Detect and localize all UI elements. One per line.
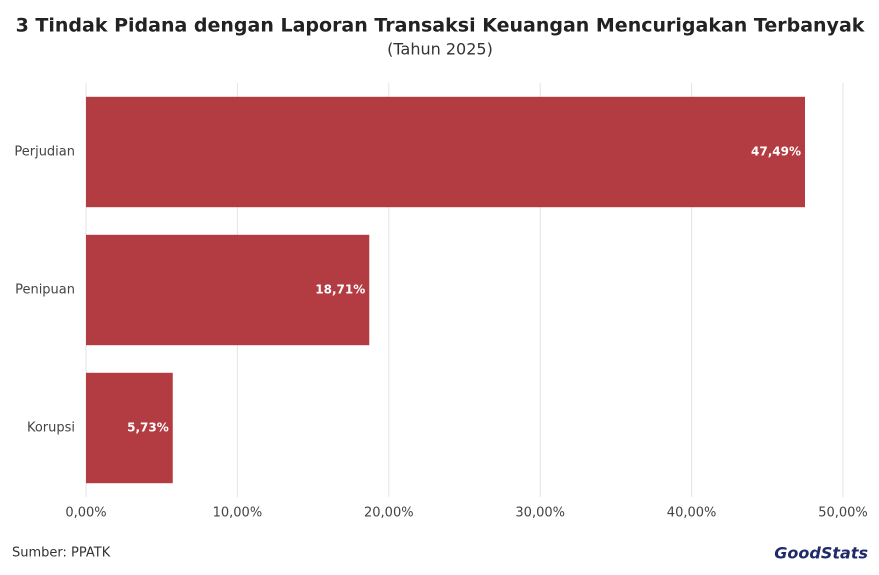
chart-subtitle: (Tahun 2025) xyxy=(387,40,493,59)
y-tick-label: Korupsi xyxy=(27,421,75,436)
x-tick-label: 20,00% xyxy=(364,506,414,521)
bar xyxy=(86,96,805,208)
y-tick-label: Perjudian xyxy=(14,145,75,160)
x-tick-label: 10,00% xyxy=(213,506,263,521)
chart-title: 3 Tindak Pidana dengan Laporan Transaksi… xyxy=(16,15,865,37)
bar xyxy=(86,372,173,484)
bar xyxy=(86,234,370,346)
logo: GoodStats xyxy=(774,544,868,563)
x-tick-label: 30,00% xyxy=(515,506,565,521)
x-tick-label: 40,00% xyxy=(667,506,717,521)
y-tick-label: Penipuan xyxy=(15,283,75,298)
x-tick-label: 0,00% xyxy=(65,506,106,521)
value-label: 18,71% xyxy=(315,283,365,297)
source-note: Sumber: PPATK xyxy=(12,546,111,561)
value-label: 5,73% xyxy=(127,421,169,435)
value-label: 47,49% xyxy=(751,145,801,159)
x-tick-label: 50,00% xyxy=(818,506,868,521)
